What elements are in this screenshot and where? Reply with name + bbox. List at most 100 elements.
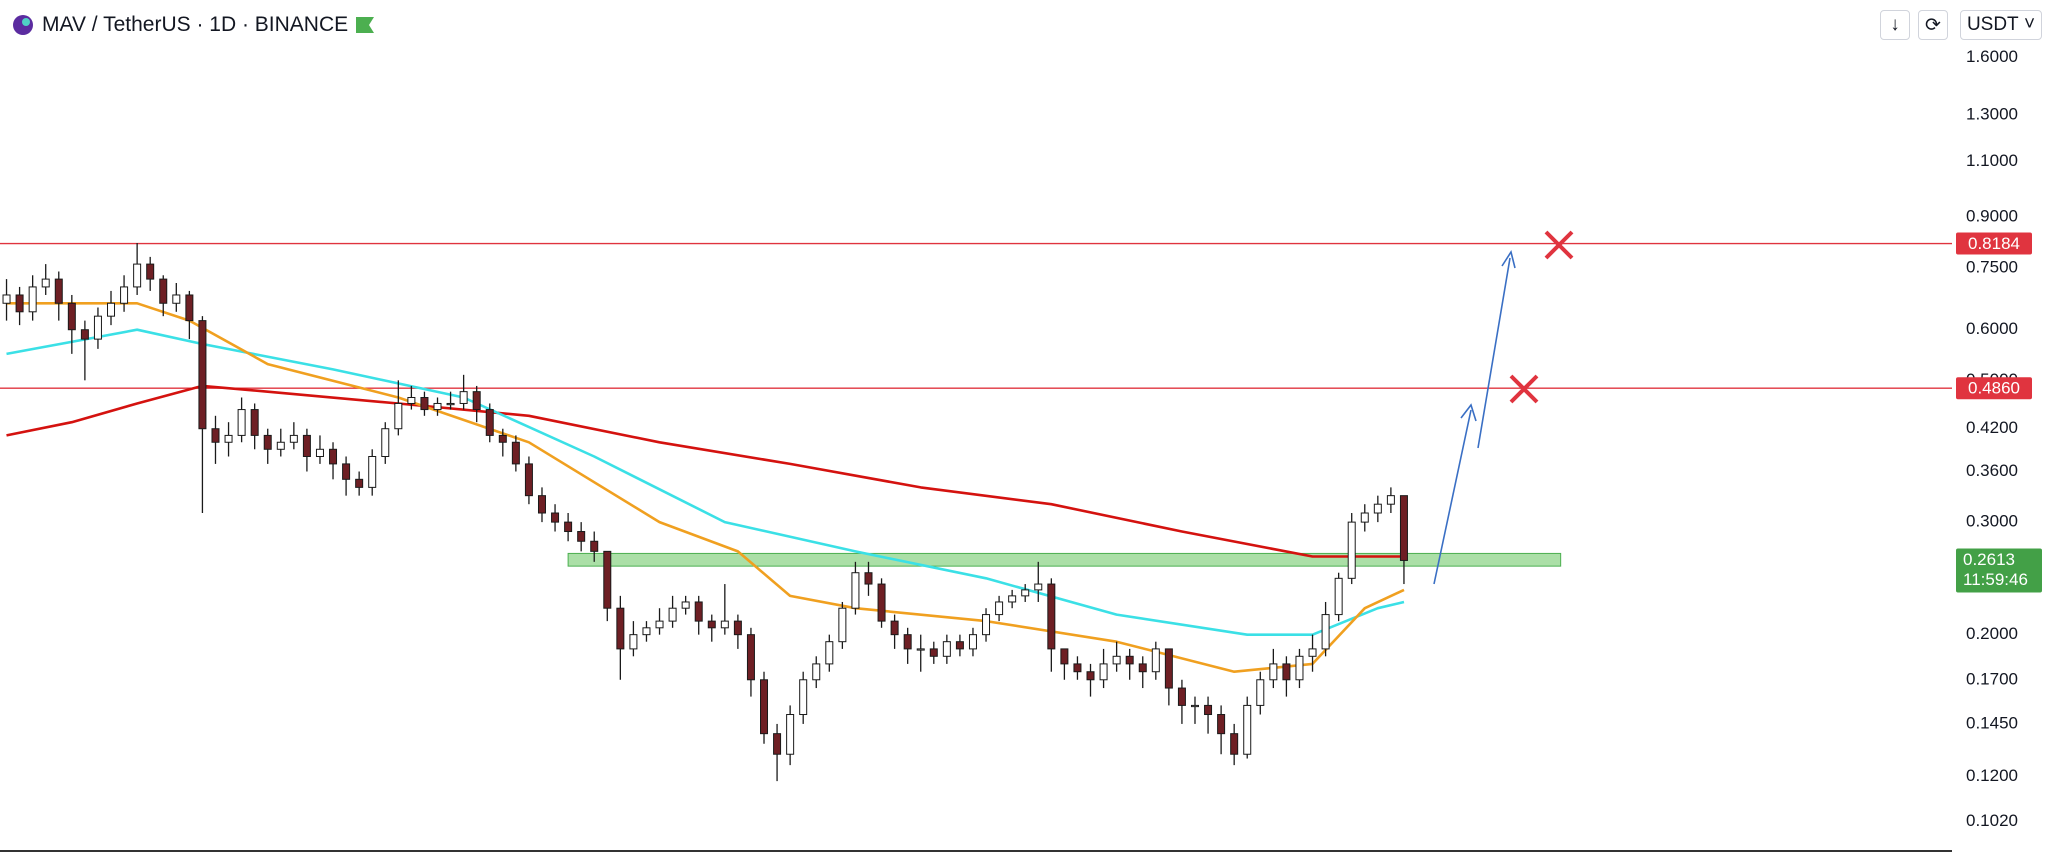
moving-average: [6, 328, 1405, 637]
y-tick-label: 1.1000: [1966, 151, 2018, 170]
candle-body: [1151, 648, 1160, 673]
y-tick-label: 0.1450: [1966, 713, 2018, 732]
download-button[interactable]: ↓: [1880, 10, 1910, 40]
price-label-box: [1956, 548, 2042, 593]
candle-body: [720, 620, 729, 629]
candle-body: [1073, 663, 1082, 673]
candle-body: [224, 434, 233, 443]
candle-body: [1282, 663, 1291, 681]
currency: USDT: [1966, 14, 2019, 35]
candle-body: [1204, 704, 1213, 716]
candle-body: [1230, 733, 1239, 755]
candle-body: [159, 278, 168, 304]
candle-body: [276, 441, 285, 450]
candle-body: [1386, 495, 1395, 505]
y-tick-label: 0.1700: [1966, 669, 2018, 688]
y-tick-label: 0.2000: [1966, 624, 2018, 643]
level-label: 0.8184: [1968, 234, 2020, 253]
candle-body: [746, 634, 755, 681]
candle-body: [890, 620, 899, 636]
level-label: 0.4860: [1968, 379, 2020, 398]
candle-body: [564, 521, 573, 533]
candle-body: [1164, 648, 1173, 689]
candle-body: [107, 302, 116, 317]
candle-body: [629, 634, 638, 650]
candle-body: [1112, 655, 1121, 665]
candle-body: [1347, 521, 1356, 579]
candle-body: [67, 302, 76, 331]
candle-body: [1086, 671, 1095, 681]
candle-body: [968, 634, 977, 650]
candle-body: [825, 641, 834, 665]
candle-body: [681, 601, 690, 609]
candle-body: [433, 402, 442, 411]
candle-body: [537, 495, 546, 514]
candle-body: [172, 294, 181, 304]
candle-body: [1399, 495, 1408, 561]
candle-body: [237, 409, 246, 436]
level-label-box: [1956, 377, 2032, 400]
candle-body: [1334, 577, 1343, 616]
level-label-box: [1956, 232, 2032, 255]
candle-body: [315, 448, 324, 457]
candle-body: [1125, 655, 1134, 665]
candle-body: [577, 531, 586, 542]
candle-body: [368, 455, 377, 488]
y-tick-label: 0.3000: [1966, 512, 2018, 531]
candle-body: [1269, 663, 1278, 681]
candle-body: [185, 294, 194, 322]
candle-body: [394, 402, 403, 430]
candle-body: [786, 714, 795, 755]
candle-body: [420, 396, 429, 411]
candle-body: [916, 648, 925, 651]
sync-button[interactable]: ⟳: [1918, 10, 1948, 40]
candle-body: [760, 679, 769, 735]
candle-body: [211, 428, 220, 443]
y-tick-label: 0.7500: [1966, 257, 2018, 276]
y-tick-label: 0.3600: [1966, 461, 2018, 480]
arrow: [1433, 409, 1472, 585]
candle-body: [551, 512, 560, 523]
cross-mark: [1544, 230, 1574, 260]
candle-body: [355, 478, 364, 488]
candle-body: [289, 434, 298, 443]
candle-body: [1217, 714, 1226, 735]
candle-body: [1060, 648, 1069, 665]
arrow-head: [1501, 250, 1516, 269]
flag: [356, 17, 375, 33]
candle-body: [1256, 679, 1265, 706]
moving-average: [6, 301, 1405, 674]
candle-body: [198, 320, 207, 430]
y-tick-label: 0.6000: [1966, 319, 2018, 338]
currency-button[interactable]: USDT ˅: [1960, 10, 2042, 40]
cross-mark: [1509, 374, 1539, 404]
header: MAV / TetherUS · 1D · BINANCE: [12, 10, 375, 40]
candle-body: [250, 409, 259, 436]
candle-body: [1243, 704, 1252, 755]
candle-body: [511, 441, 520, 465]
candle-body: [342, 463, 351, 480]
moving-average: [6, 384, 1404, 558]
candle-body: [54, 278, 63, 304]
y-tick-label: 0.9000: [1966, 207, 2018, 226]
candle-body: [877, 583, 886, 622]
candle-body: [28, 286, 37, 313]
candle-body: [799, 679, 808, 716]
candle-body: [1034, 583, 1043, 591]
y-tick-label: 0.4200: [1966, 418, 2018, 437]
candle-body: [812, 663, 821, 681]
y-tick-label: 1.6000: [1966, 47, 2018, 66]
countdown: 11:59:46: [1963, 570, 2028, 589]
candle-body: [942, 641, 951, 657]
y-tick-label: 1.3000: [1966, 105, 2018, 124]
candle-body: [472, 391, 481, 411]
annotations: [1433, 230, 1574, 585]
candle-body: [668, 607, 677, 622]
candle-body: [407, 396, 416, 404]
candle-body: [1190, 704, 1199, 708]
candle-body: [929, 648, 938, 657]
candle-body: [590, 540, 599, 552]
candle-body: [1047, 583, 1056, 650]
candle-body: [1360, 512, 1369, 523]
